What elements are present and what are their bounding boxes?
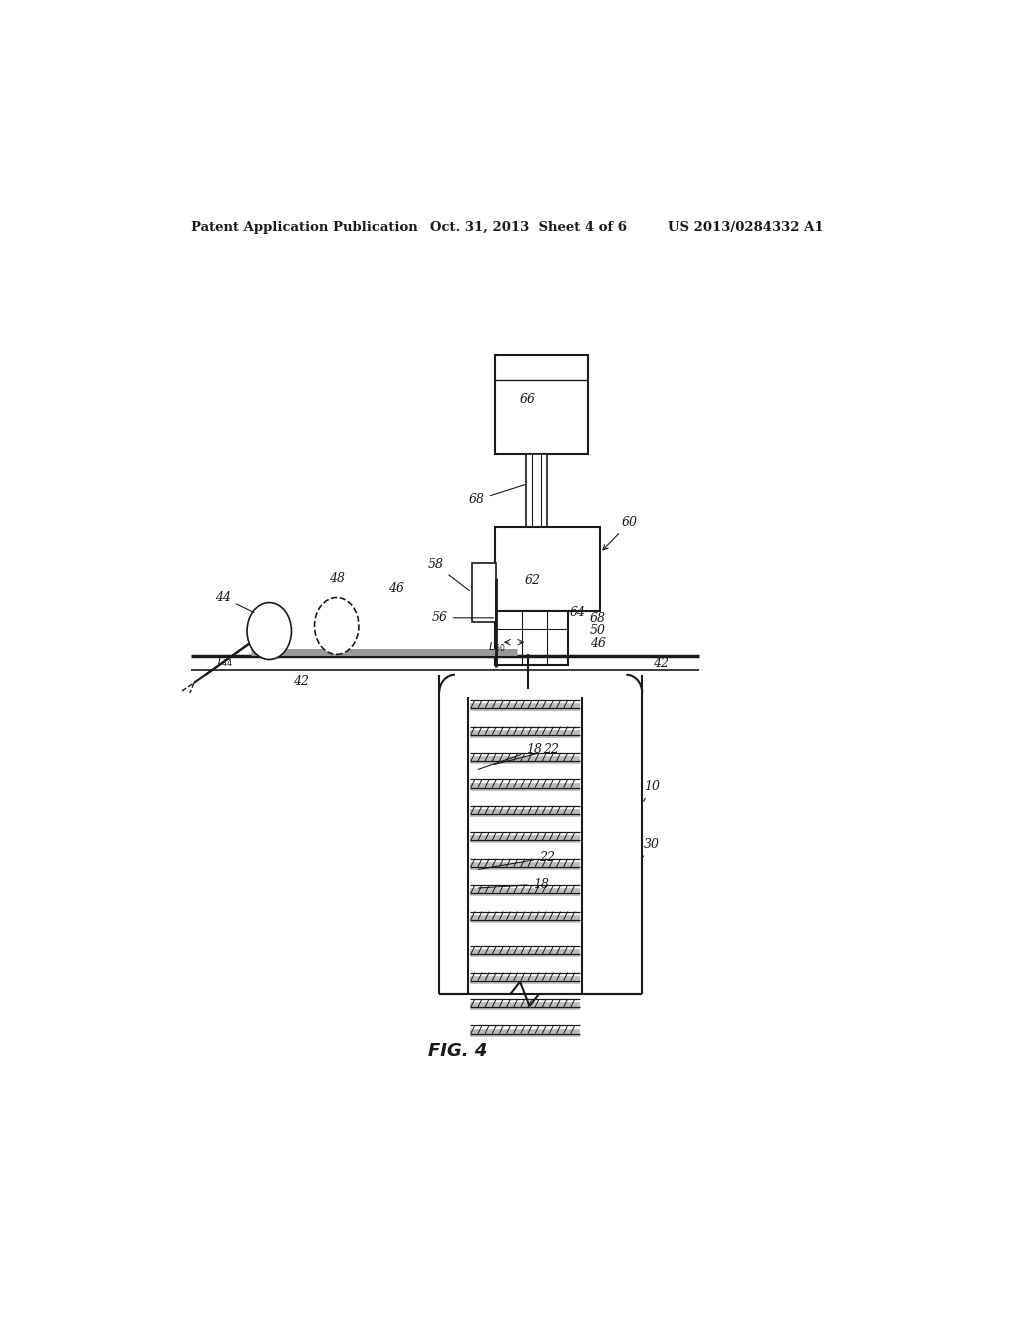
- Circle shape: [247, 602, 292, 660]
- Text: 62: 62: [524, 574, 541, 586]
- Text: 46: 46: [388, 582, 404, 595]
- Bar: [495, 355, 589, 454]
- Text: Oct. 31, 2013  Sheet 4 of 6: Oct. 31, 2013 Sheet 4 of 6: [430, 220, 627, 234]
- Text: 44: 44: [215, 591, 254, 612]
- Text: 68: 68: [469, 484, 525, 507]
- Text: $L_{60}$: $L_{60}$: [487, 640, 505, 655]
- Text: 50: 50: [590, 623, 606, 636]
- Text: 22: 22: [478, 851, 555, 870]
- Text: 42: 42: [293, 675, 309, 688]
- Text: 68: 68: [590, 612, 606, 626]
- Text: 10: 10: [644, 780, 659, 801]
- Text: 64: 64: [570, 606, 586, 619]
- Bar: [526, 454, 547, 528]
- Text: 22: 22: [495, 743, 559, 764]
- Bar: [472, 562, 497, 622]
- Text: 60: 60: [603, 516, 638, 550]
- Bar: [495, 528, 600, 611]
- Text: 42: 42: [653, 657, 670, 671]
- Text: 58: 58: [428, 558, 469, 591]
- Text: 18: 18: [478, 878, 549, 891]
- Text: $T_{44}$: $T_{44}$: [215, 656, 233, 669]
- Text: 18: 18: [478, 743, 543, 770]
- Text: 66: 66: [519, 393, 536, 405]
- Text: FIG. 4: FIG. 4: [428, 1041, 487, 1060]
- Circle shape: [314, 598, 359, 655]
- Text: 56: 56: [432, 611, 494, 624]
- Text: 30: 30: [642, 838, 659, 858]
- Text: 48: 48: [329, 573, 345, 585]
- Text: Patent Application Publication: Patent Application Publication: [191, 220, 418, 234]
- Text: US 2013/0284332 A1: US 2013/0284332 A1: [668, 220, 823, 234]
- Text: 46: 46: [590, 636, 606, 649]
- Bar: [495, 611, 568, 664]
